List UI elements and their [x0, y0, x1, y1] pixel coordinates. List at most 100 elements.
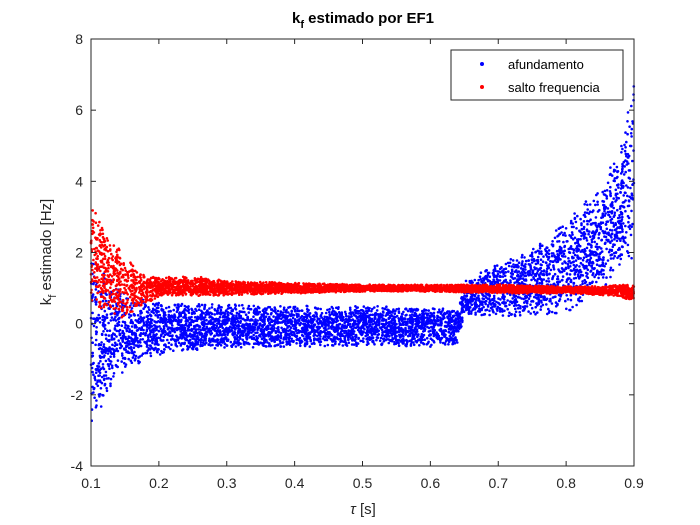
- data-point: [360, 326, 363, 330]
- data-point: [545, 272, 549, 276]
- data-point: [217, 304, 221, 307]
- data-point: [617, 196, 620, 200]
- data-point: [600, 273, 603, 276]
- data-point: [510, 269, 514, 273]
- data-point: [397, 330, 401, 334]
- data-point: [483, 276, 487, 279]
- data-point: [184, 337, 188, 340]
- data-point: [504, 304, 507, 308]
- data-point: [563, 231, 566, 235]
- data-point: [134, 324, 137, 327]
- data-point: [138, 327, 141, 330]
- data-point: [244, 341, 248, 344]
- data-point: [410, 313, 414, 316]
- data-point: [444, 312, 447, 316]
- data-point: [377, 329, 381, 333]
- data-point: [309, 339, 313, 343]
- data-point: [356, 312, 360, 315]
- data-point: [385, 338, 389, 341]
- data-point: [504, 262, 508, 266]
- data-point: [359, 329, 363, 332]
- data-point: [492, 274, 496, 278]
- data-point: [320, 311, 324, 315]
- data-point: [94, 338, 98, 342]
- data-point: [605, 220, 608, 224]
- data-point: [299, 316, 303, 319]
- data-point: [460, 308, 464, 311]
- data-point: [107, 334, 111, 337]
- data-point: [629, 233, 633, 237]
- data-point: [414, 314, 417, 317]
- data-point: [557, 234, 560, 237]
- data-point: [501, 275, 505, 278]
- data-point: [328, 316, 332, 320]
- data-point: [622, 222, 625, 225]
- data-point: [516, 274, 519, 278]
- data-point: [310, 329, 314, 332]
- data-point: [176, 303, 179, 307]
- data-point: [239, 345, 243, 349]
- data-point: [539, 308, 542, 311]
- data-point: [429, 329, 432, 333]
- data-point: [262, 312, 266, 316]
- data-point: [431, 307, 435, 310]
- data-point: [609, 185, 612, 189]
- data-point: [98, 371, 102, 375]
- data-point: [233, 317, 236, 320]
- data-point: [566, 262, 570, 266]
- data-point: [246, 331, 249, 335]
- data-point: [561, 262, 564, 265]
- data-point: [555, 256, 559, 260]
- data-point: [404, 329, 408, 333]
- data-point: [585, 266, 588, 270]
- data-point: [112, 349, 116, 353]
- data-point: [386, 324, 390, 328]
- data-point: [330, 305, 334, 309]
- data-point: [331, 343, 334, 347]
- data-point: [94, 343, 97, 347]
- data-point: [180, 332, 184, 335]
- data-point: [628, 227, 632, 231]
- data-point: [572, 263, 576, 267]
- data-point: [115, 335, 118, 338]
- data-point: [162, 330, 166, 333]
- data-point: [183, 304, 187, 308]
- data-point: [362, 321, 365, 324]
- data-point: [588, 203, 592, 206]
- data-point: [204, 336, 207, 340]
- data-point: [284, 331, 288, 334]
- data-point: [534, 313, 537, 316]
- data-point: [603, 242, 607, 245]
- data-point: [299, 330, 303, 333]
- data-point: [453, 341, 457, 345]
- data-point: [451, 314, 455, 318]
- data-point: [605, 227, 609, 231]
- data-point: [226, 311, 230, 314]
- data-point: [549, 268, 553, 272]
- data-point: [565, 294, 568, 297]
- data-point: [495, 264, 499, 267]
- data-point: [145, 310, 149, 314]
- title-subscript: f: [300, 19, 304, 31]
- data-point: [502, 297, 506, 301]
- data-point: [464, 279, 468, 283]
- data-point: [401, 328, 405, 331]
- data-point: [550, 302, 554, 305]
- data-point: [126, 350, 130, 353]
- data-point: [200, 303, 204, 307]
- data-point: [250, 337, 254, 341]
- data-point: [109, 351, 113, 354]
- data-point: [223, 346, 226, 349]
- data-point: [629, 144, 633, 148]
- data-point: [479, 300, 483, 303]
- data-point: [410, 326, 413, 330]
- data-point: [601, 212, 605, 215]
- data-point: [604, 235, 608, 239]
- plot-area: [91, 39, 634, 466]
- data-point: [96, 384, 100, 388]
- data-point: [196, 328, 200, 331]
- data-point: [149, 335, 153, 339]
- data-point: [162, 312, 166, 315]
- data-point: [326, 318, 330, 322]
- data-point: [108, 367, 111, 371]
